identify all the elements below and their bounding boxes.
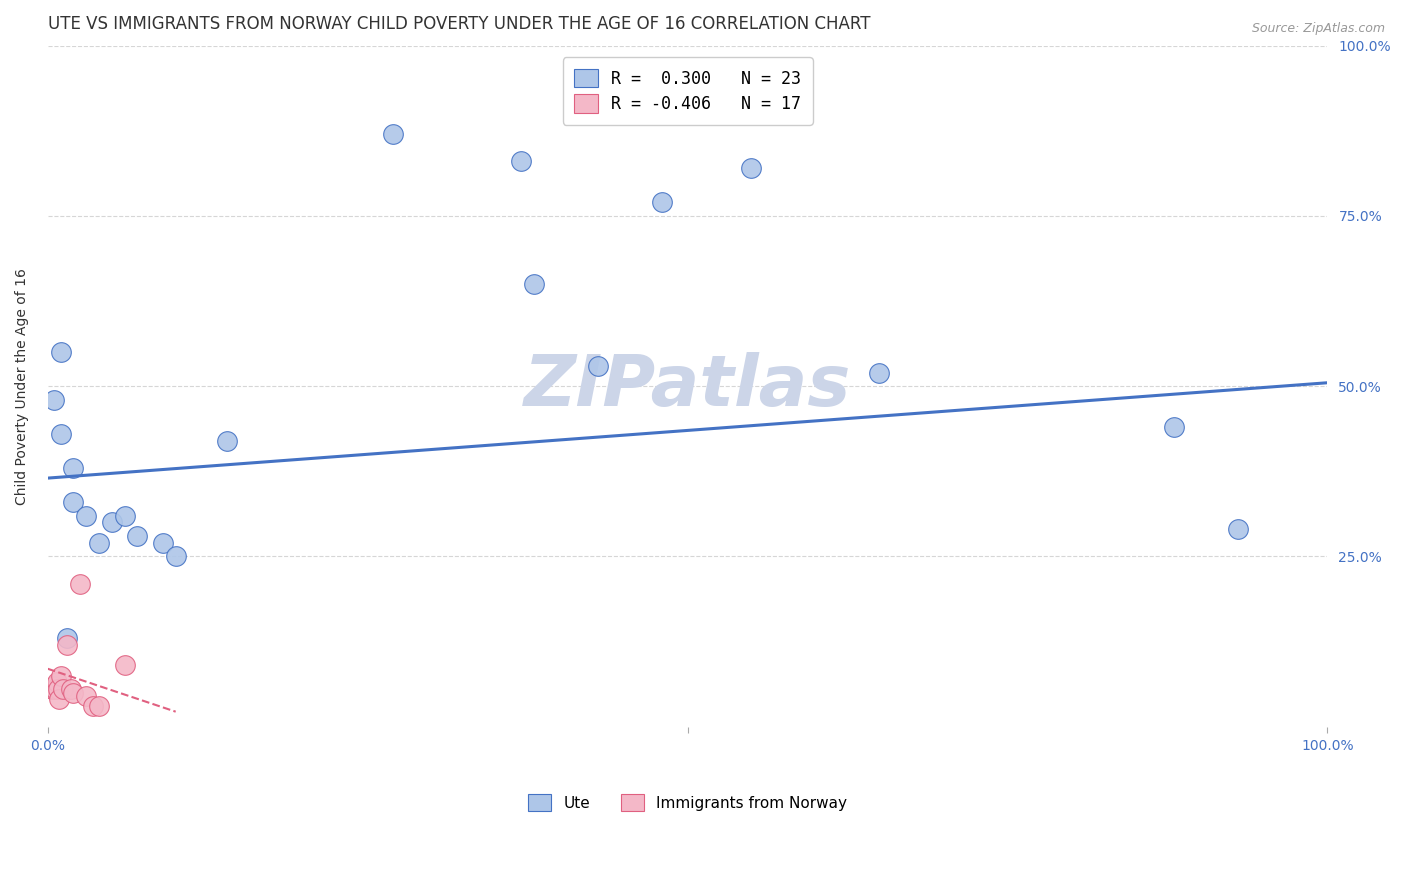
Point bbox=[152, 536, 174, 550]
Point bbox=[62, 495, 84, 509]
Point bbox=[165, 549, 187, 564]
Point bbox=[100, 516, 122, 530]
Point bbox=[82, 699, 104, 714]
Point bbox=[651, 195, 673, 210]
Point bbox=[114, 658, 136, 673]
Point bbox=[44, 679, 66, 693]
Point bbox=[62, 685, 84, 699]
Point bbox=[1226, 522, 1249, 536]
Point bbox=[1163, 420, 1185, 434]
Point bbox=[52, 682, 75, 697]
Point bbox=[48, 692, 70, 706]
Point bbox=[87, 536, 110, 550]
Point bbox=[868, 366, 890, 380]
Point bbox=[49, 668, 72, 682]
Text: ZIPatlas: ZIPatlas bbox=[524, 351, 851, 421]
Point bbox=[114, 508, 136, 523]
Point bbox=[56, 638, 79, 652]
Point bbox=[41, 682, 63, 697]
Point bbox=[382, 127, 405, 141]
Point bbox=[56, 631, 79, 645]
Point bbox=[75, 508, 97, 523]
Point bbox=[42, 682, 65, 697]
Legend: Ute, Immigrants from Norway: Ute, Immigrants from Norway bbox=[516, 782, 859, 823]
Point bbox=[740, 161, 762, 176]
Point bbox=[62, 461, 84, 475]
Point bbox=[46, 682, 69, 697]
Point bbox=[523, 277, 546, 291]
Point bbox=[75, 689, 97, 703]
Point bbox=[69, 576, 91, 591]
Point bbox=[44, 682, 66, 697]
Text: Source: ZipAtlas.com: Source: ZipAtlas.com bbox=[1251, 22, 1385, 36]
Point bbox=[127, 529, 149, 543]
Point bbox=[87, 699, 110, 714]
Point bbox=[510, 154, 533, 169]
Point bbox=[44, 392, 66, 407]
Point bbox=[215, 434, 238, 448]
Point bbox=[49, 345, 72, 359]
Point bbox=[45, 675, 67, 690]
Point bbox=[586, 359, 609, 373]
Point bbox=[59, 682, 82, 697]
Text: UTE VS IMMIGRANTS FROM NORWAY CHILD POVERTY UNDER THE AGE OF 16 CORRELATION CHAR: UTE VS IMMIGRANTS FROM NORWAY CHILD POVE… bbox=[48, 15, 870, 33]
Y-axis label: Child Poverty Under the Age of 16: Child Poverty Under the Age of 16 bbox=[15, 268, 30, 505]
Point bbox=[49, 426, 72, 441]
